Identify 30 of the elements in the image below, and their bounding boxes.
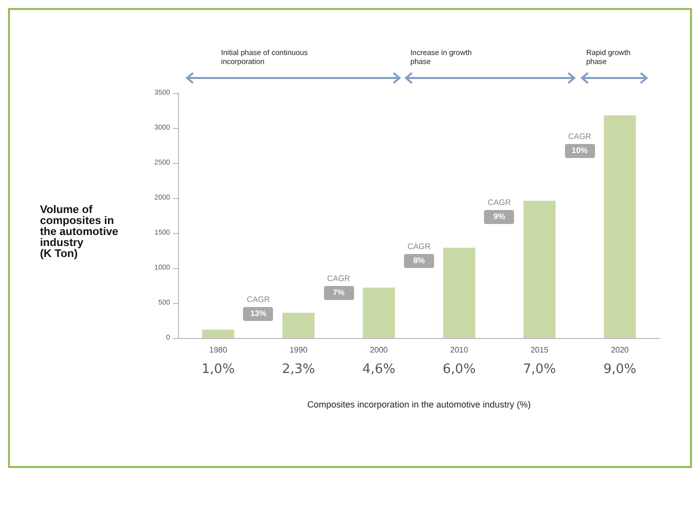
bar [282,312,315,338]
x-tick-label: 2010 [450,346,469,354]
bar [523,200,556,338]
x-axis-title: Composites incorporation in the automotive industry (%) [307,400,531,410]
x-tick-label: 2000 [370,346,388,354]
x-tick-label: 1980 [209,346,228,354]
y-axis-title: Volume of composites in the automotive industry (K Ton) [40,204,118,260]
label-box: 10% [564,144,595,158]
x-tick-label: 2020 [610,346,630,354]
bar [202,330,234,338]
x-tick-label: 2015 [530,346,549,354]
text: 9,0% [602,362,638,377]
text: 1,0% [200,362,236,377]
label-box: 9% [484,210,514,224]
x-tick-label: 1990 [290,346,308,354]
label-box: 7% [324,286,354,300]
text: 6,0% [442,362,477,377]
label-box: 8% [404,254,434,268]
text: 7,0% [522,362,558,377]
label-box: 13% [243,307,274,322]
bar [443,248,476,338]
text: 4,6% [361,362,396,377]
annotation: CAGR 9% [486,198,512,224]
bar [604,115,636,338]
annotation: CAGR 10% [567,132,592,158]
annotation: CAGR 13% [246,295,271,320]
bar [362,288,395,338]
annotation: CAGR 7% [326,274,352,300]
text: 2,3% [280,362,316,377]
annotation: CAGR 8% [406,242,432,267]
